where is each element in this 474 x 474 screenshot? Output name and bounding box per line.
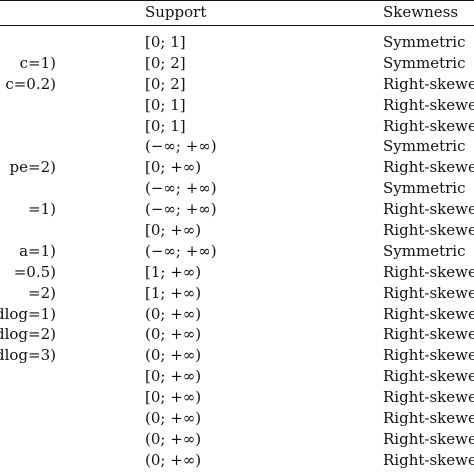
distribution-cell: =1): [28, 200, 56, 219]
support-cell: [0; +∞): [145, 221, 202, 240]
skewness-cell: Symmetric: [383, 137, 466, 156]
table-row: (0; +∞) Right-skewed: [0, 429, 474, 450]
distribution-cell: sdlog=1): [0, 304, 56, 323]
distribution-cell: c=1): [19, 53, 56, 72]
column-header-skewness: Skewness: [383, 3, 459, 21]
skewness-cell: Right-skewed: [383, 200, 474, 219]
skewness-cell: Right-skewed: [383, 116, 474, 135]
distribution-cell: sdlog=3): [0, 346, 56, 365]
table-row: c=1) [0; 2] Symmetric: [0, 53, 474, 74]
skewness-cell: Right-skewed: [383, 409, 474, 428]
skewness-cell: Symmetric: [383, 33, 466, 51]
table-row: =2) [1; +∞) Right-skewed: [0, 283, 474, 304]
support-cell: (0; +∞): [145, 429, 202, 448]
support-cell: (0; +∞): [145, 346, 202, 365]
skewness-cell: Right-skewed: [383, 283, 474, 302]
table-row: [0; +∞) Right-skewed: [0, 387, 474, 408]
support-cell: [1; +∞): [145, 283, 202, 302]
distribution-cell: =2): [28, 283, 56, 302]
table-row: [0; 1] Symmetric: [0, 32, 474, 53]
table-row: (0; +∞) Right-skewed: [0, 450, 474, 471]
skewness-cell: Right-skewed: [383, 388, 474, 407]
table-row: [0; +∞) Right-skewed: [0, 220, 474, 241]
distribution-cell: sdlog=2): [0, 325, 56, 344]
support-cell: [0; 1]: [145, 95, 186, 114]
skewness-cell: Right-skewed: [383, 429, 474, 448]
skewness-cell: Right-skewed: [383, 95, 474, 114]
support-cell: (0; +∞): [145, 450, 202, 469]
skewness-cell: Symmetric: [383, 241, 466, 260]
table-row: [0; 1] Right-skewed: [0, 95, 474, 116]
skewness-cell: Right-skewed: [383, 346, 474, 365]
support-cell: (0; +∞): [145, 325, 202, 344]
distribution-cell: a=1): [19, 241, 56, 260]
support-cell: [0; +∞): [145, 367, 202, 386]
table-row: [0; +∞) Right-skewed: [0, 366, 474, 387]
column-header-support: Support: [145, 3, 207, 21]
header-rule: [0, 25, 474, 26]
skewness-cell: Right-skewed: [383, 304, 474, 323]
skewness-cell: Symmetric: [383, 53, 466, 72]
skewness-cell: Right-skewed: [383, 325, 474, 344]
top-rule: [0, 0, 474, 1]
support-cell: (−∞; +∞): [145, 200, 217, 219]
skewness-cell: Right-skewed: [383, 158, 474, 177]
table-row: (−∞; +∞) Symmetric: [0, 136, 474, 157]
table-row: (−∞; +∞) Symmetric: [0, 178, 474, 199]
support-cell: (−∞; +∞): [145, 179, 217, 198]
support-cell: (0; +∞): [145, 409, 202, 428]
support-cell: [1; +∞): [145, 262, 202, 281]
distribution-cell: c=0.2): [5, 74, 56, 93]
skewness-cell: Right-skewed: [383, 221, 474, 240]
skewness-cell: Right-skewed: [383, 367, 474, 386]
support-cell: [0; +∞): [145, 158, 202, 177]
table-row: =1) (−∞; +∞) Right-skewed: [0, 199, 474, 220]
table-row: c=0.2) [0; 2] Right-skewed: [0, 74, 474, 95]
distribution-cell: pe=2): [9, 158, 56, 177]
skewness-cell: Right-skewed: [383, 450, 474, 469]
support-cell: [0; 1]: [145, 116, 186, 135]
support-cell: [0; 1]: [145, 33, 186, 51]
support-cell: [0; 2]: [145, 74, 186, 93]
table-row: sdlog=2) (0; +∞) Right-skewed: [0, 324, 474, 345]
table-row: sdlog=3) (0; +∞) Right-skewed: [0, 345, 474, 366]
support-cell: [0; +∞): [145, 388, 202, 407]
table-row: a=1) (−∞; +∞) Symmetric: [0, 241, 474, 262]
support-cell: (−∞; +∞): [145, 241, 217, 260]
table-row: [0; 1] Right-skewed: [0, 116, 474, 137]
skewness-cell: Right-skewed: [383, 262, 474, 281]
skewness-cell: Right-skewed: [383, 74, 474, 93]
skewness-cell: Symmetric: [383, 179, 466, 198]
table-row: =0.5) [1; +∞) Right-skewed: [0, 262, 474, 283]
support-cell: (0; +∞): [145, 304, 202, 323]
table-row: pe=2) [0; +∞) Right-skewed: [0, 157, 474, 178]
table-row: (0; +∞) Right-skewed: [0, 408, 474, 429]
table-body: [0; 1] Symmetric c=1) [0; 2] Symmetric c=0.2)…: [0, 32, 474, 471]
support-cell: [0; 2]: [145, 53, 186, 72]
distribution-cell: =0.5): [13, 262, 56, 281]
support-cell: (−∞; +∞): [145, 137, 217, 156]
table-row: sdlog=1) (0; +∞) Right-skewed: [0, 304, 474, 325]
